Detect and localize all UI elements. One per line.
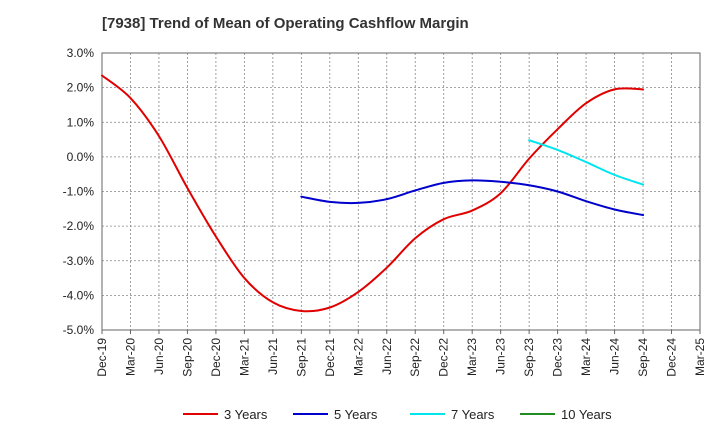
legend-label: 5 Years xyxy=(334,407,378,422)
grid xyxy=(102,53,700,330)
legend: 3 Years 5 Years 7 Years 10 Years xyxy=(183,407,612,422)
x-tick-label: Sep-23 xyxy=(522,338,536,377)
x-tick-label: Mar-24 xyxy=(579,338,593,376)
x-tick-label: Dec-19 xyxy=(95,338,109,377)
y-tick-label: -1.0% xyxy=(63,185,95,199)
y-tick-label: 3.0% xyxy=(67,46,95,60)
x-tick-label: Mar-21 xyxy=(237,338,251,376)
legend-label: 3 Years xyxy=(224,407,268,422)
chart-title: [7938] Trend of Mean of Operating Cashfl… xyxy=(102,15,469,32)
series-line-1 xyxy=(101,74,645,313)
plot-frame xyxy=(101,52,701,331)
x-tick-label: Dec-24 xyxy=(665,338,679,377)
y-axis: 3.0% 2.0% 1.0% 0.0% -1.0% -2.0% -3.0% -4.0% -5.0… xyxy=(63,46,95,337)
x-tick-label: Sep-24 xyxy=(636,338,650,377)
x-tick-label: Sep-20 xyxy=(180,338,194,377)
series-line-2 xyxy=(300,179,645,217)
legend-label: 7 Years xyxy=(451,407,495,422)
x-axis: Dec-19 Mar-20 Jun-20 Sep-20 Dec-20 Mar-21 Jun-… xyxy=(95,330,707,377)
x-tick-label: Mar-25 xyxy=(693,338,707,376)
y-tick-label: -2.0% xyxy=(63,219,95,233)
y-tick-label: 2.0% xyxy=(67,81,95,95)
y-tick-label: -4.0% xyxy=(63,288,95,302)
x-tick-label: Jun-23 xyxy=(494,338,508,375)
series-line-3 xyxy=(528,139,645,186)
y-tick-label: 1.0% xyxy=(67,115,95,129)
x-tick-label: Jun-21 xyxy=(266,338,280,375)
x-tick-label: Dec-23 xyxy=(551,338,565,377)
x-tick-label: Mar-20 xyxy=(123,338,137,376)
x-tick-label: Dec-21 xyxy=(323,338,337,377)
x-tick-label: Mar-23 xyxy=(465,338,479,376)
x-tick-label: Sep-21 xyxy=(294,338,308,377)
x-tick-label: Dec-20 xyxy=(209,338,223,377)
y-tick-label: -5.0% xyxy=(63,323,95,337)
x-tick-label: Sep-22 xyxy=(408,338,422,377)
x-tick-label: Jun-20 xyxy=(152,338,166,375)
y-tick-label: 0.0% xyxy=(67,150,95,164)
series-group xyxy=(101,74,645,313)
legend-label: 10 Years xyxy=(561,407,612,422)
x-tick-label: Jun-22 xyxy=(380,338,394,375)
x-tick-label: Mar-22 xyxy=(351,338,365,376)
x-tick-label: Jun-24 xyxy=(608,338,622,375)
x-tick-label: Dec-22 xyxy=(437,338,451,377)
y-tick-label: -3.0% xyxy=(63,254,95,268)
